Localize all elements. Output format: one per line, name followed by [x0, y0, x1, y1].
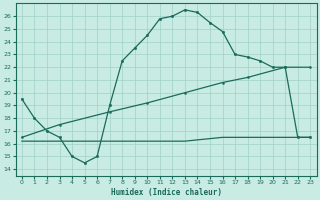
X-axis label: Humidex (Indice chaleur): Humidex (Indice chaleur): [111, 188, 221, 197]
